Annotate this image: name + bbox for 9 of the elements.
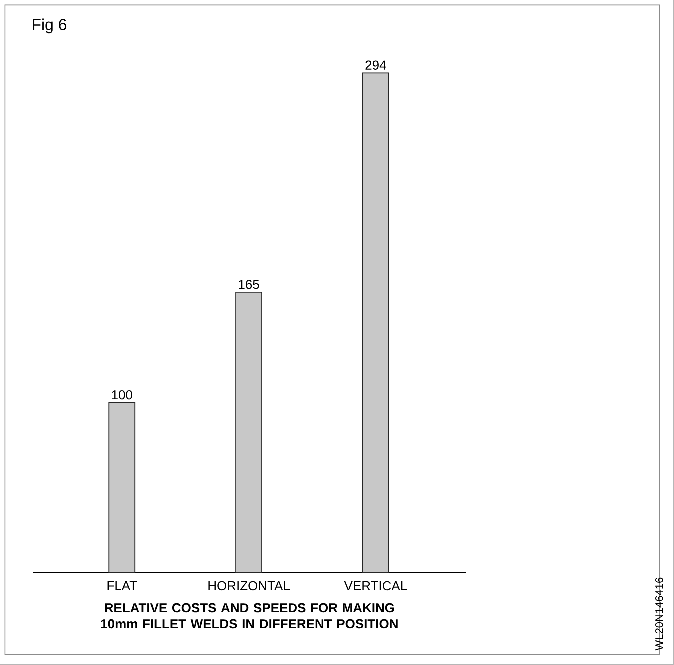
text: WL20N146416 bbox=[656, 578, 664, 651]
data-label: 100 bbox=[112, 390, 132, 400]
x-tick-label: VERTICAL bbox=[344, 581, 408, 591]
data-label: 165 bbox=[239, 280, 260, 290]
data-label: 294 bbox=[366, 60, 386, 70]
x-axis-title: RELATIVE COSTS AND SPEEDS FOR MAKING 10mm FILLET WELDS IN DIFFERENT POSITION bbox=[101, 603, 398, 629]
chart-title: Fig 6 bbox=[33, 18, 67, 34]
x-tick-label: FLAT bbox=[108, 581, 138, 590]
x-tick-label: HORIZONTAL bbox=[208, 581, 290, 591]
